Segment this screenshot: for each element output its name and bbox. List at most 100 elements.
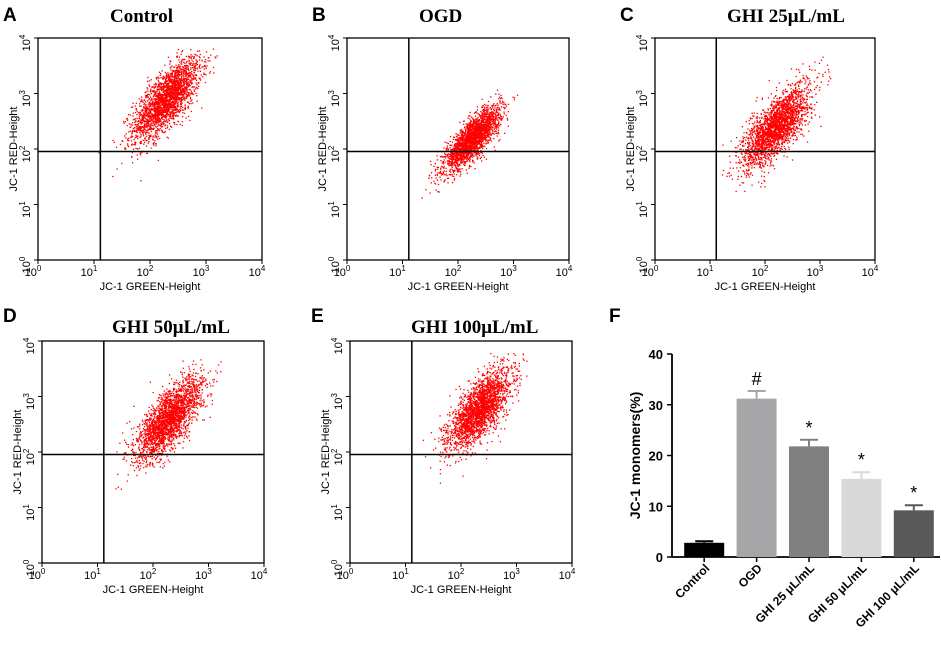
scatter-point: [494, 119, 497, 121]
scatter-point: [179, 97, 181, 99]
scatter-point: [153, 142, 155, 144]
scatter-point: [461, 145, 463, 147]
scatter-point: [183, 90, 185, 93]
scatter-point: [187, 77, 189, 79]
scatter-point: [492, 126, 494, 129]
scatter-point: [489, 137, 491, 139]
scatter-point: [137, 136, 139, 138]
scatter-point: [186, 82, 188, 84]
scatter-point: [168, 94, 171, 96]
scatter-point: [502, 103, 504, 106]
scatter-point: [162, 113, 164, 116]
scatter-point: [467, 148, 470, 150]
scatter-point: [172, 112, 174, 115]
scatter-point: [448, 159, 450, 161]
scatter-point: [127, 139, 129, 142]
scatter-point: [471, 141, 474, 144]
scatter-point: [136, 131, 138, 134]
scatter-point: [480, 131, 482, 133]
scatter-point: [485, 121, 487, 124]
scatter-point: [141, 126, 143, 128]
scatter-point: [159, 85, 161, 88]
scatter-point: [440, 179, 442, 181]
scatter-point: [481, 152, 483, 154]
scatter-point: [485, 121, 488, 123]
scatter-point: [139, 121, 141, 124]
scatter-point: [472, 120, 474, 122]
scatter-point: [169, 91, 171, 93]
scatter-point: [182, 93, 184, 95]
scatter-point: [468, 132, 470, 135]
scatter-point: [183, 67, 185, 70]
scatter-point: [480, 136, 482, 139]
scatter-point: [155, 122, 157, 124]
scatter-point: [185, 87, 187, 89]
scatter-point: [493, 128, 495, 130]
scatter-point: [172, 79, 174, 81]
scatter-point: [458, 148, 460, 150]
scatter-point: [737, 178, 739, 180]
scatter-point: [194, 66, 196, 68]
scatter-point: [157, 110, 160, 112]
scatter-point: [495, 116, 497, 118]
scatter-point: [164, 116, 167, 119]
scatter-point: [475, 125, 478, 127]
scatter-point: [452, 164, 454, 166]
scatter-point: [455, 155, 457, 157]
scatter-point: [765, 114, 767, 117]
scatter-point: [143, 120, 145, 122]
scatter-point: [188, 95, 191, 97]
scatter-point: [471, 153, 473, 156]
scatter-point: [162, 123, 164, 125]
scatter-point: [489, 107, 492, 109]
scatter-point: [144, 113, 146, 115]
scatter-point: [179, 79, 181, 81]
scatter-point: [476, 137, 478, 139]
scatter-point: [451, 173, 453, 176]
scatter-point: [147, 100, 149, 102]
scatter-point: [458, 143, 460, 145]
scatter-point: [474, 154, 476, 156]
scatter-point: [189, 62, 191, 64]
scatter-point: [158, 109, 160, 111]
scatter-point: [477, 143, 479, 145]
scatter-point: [458, 137, 460, 139]
scatter-point: [181, 60, 183, 62]
scatter-point: [174, 102, 176, 104]
scatter-point: [485, 134, 488, 136]
scatter-point: [175, 74, 178, 76]
scatter-point: [466, 126, 469, 128]
scatter-point: [186, 77, 188, 79]
scatter-point: [457, 160, 459, 162]
scatter-point: [157, 135, 159, 137]
scatter-point: [475, 137, 477, 139]
scatter-point: [143, 103, 146, 105]
scatter-point: [456, 169, 458, 171]
scatter-point: [188, 60, 190, 62]
scatter-point: [465, 156, 467, 158]
scatter-point: [161, 101, 163, 103]
scatter-point: [475, 129, 477, 131]
scatter-point: [735, 190, 737, 193]
scatter-point: [136, 128, 138, 130]
scatter-point: [468, 138, 470, 140]
scatter-point: [482, 121, 485, 123]
scatter-point: [178, 79, 181, 81]
scatter-point: [451, 148, 454, 151]
scatter-point: [499, 101, 501, 103]
scatter-point: [483, 119, 485, 121]
scatter-point: [158, 89, 161, 91]
scatter-point: [492, 119, 495, 122]
scatter-point: [199, 67, 201, 70]
scatter-point: [445, 149, 447, 151]
scatter-point: [465, 155, 467, 157]
y-tick-label: 101: [327, 201, 342, 218]
scatter-point: [460, 173, 462, 175]
scatter-point: [502, 101, 504, 103]
scatter-point: [143, 103, 145, 106]
scatter-point: [481, 119, 483, 121]
scatter-point: [484, 134, 486, 137]
scatter-point: [480, 132, 482, 134]
scatter-point: [170, 98, 172, 101]
scatter-point: [469, 124, 471, 126]
